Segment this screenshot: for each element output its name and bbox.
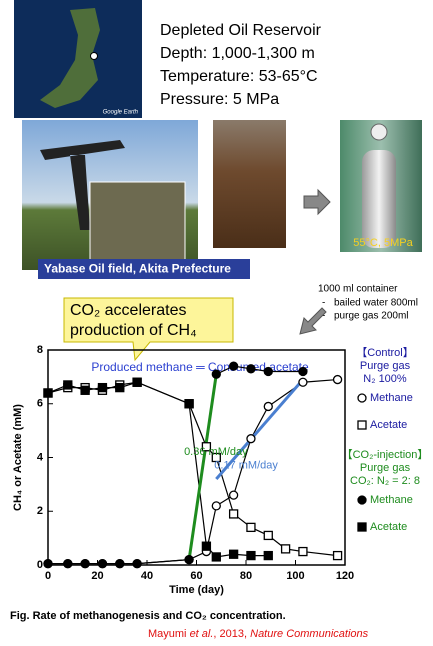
point bbox=[212, 370, 220, 378]
point bbox=[264, 368, 272, 376]
header-line: Temperature: 53-65°C bbox=[160, 68, 318, 85]
vessel-label: 55°C, 5MPa bbox=[353, 237, 413, 249]
point bbox=[116, 384, 124, 392]
citation: Mayumi et al., 2013, Nature Communicatio… bbox=[148, 628, 369, 640]
y-tick-label: 2 bbox=[37, 505, 43, 517]
rate-label: 0.17 mM/day bbox=[214, 459, 278, 471]
legend-group-title: 【Control】 bbox=[356, 346, 413, 359]
gauge bbox=[371, 124, 387, 140]
point bbox=[282, 545, 290, 553]
sample-photo bbox=[213, 120, 286, 248]
point bbox=[116, 560, 124, 568]
y-tick-label: 4 bbox=[37, 451, 44, 463]
page: Google Earth Depleted Oil Reservoir Depth… bbox=[0, 0, 433, 646]
point bbox=[264, 402, 272, 410]
container-item: purge gas 200ml bbox=[334, 311, 409, 322]
citation-part: , 2013, bbox=[213, 628, 250, 640]
point bbox=[247, 552, 255, 560]
point bbox=[247, 365, 255, 373]
x-tick-label: 20 bbox=[91, 570, 103, 582]
y-axis-label: CH₄ or Acetate (mM) bbox=[12, 404, 24, 511]
point bbox=[230, 550, 238, 558]
point bbox=[264, 531, 272, 539]
point bbox=[185, 400, 193, 408]
point bbox=[264, 552, 272, 560]
x-tick-label: 120 bbox=[336, 570, 354, 582]
figure-caption: Fig. Rate of methanogenesis and CO₂ conc… bbox=[10, 610, 286, 622]
x-tick-label: 100 bbox=[286, 570, 304, 582]
citation-part: Mayumi bbox=[148, 628, 190, 640]
x-tick-label: 0 bbox=[45, 570, 51, 582]
point bbox=[81, 560, 89, 568]
point bbox=[202, 542, 210, 550]
point bbox=[44, 389, 52, 397]
legend-group-line: Purge gas bbox=[360, 360, 411, 372]
point bbox=[98, 384, 106, 392]
legend-marker bbox=[358, 421, 366, 429]
vessel bbox=[362, 150, 396, 248]
point bbox=[98, 560, 106, 568]
legend-marker bbox=[358, 496, 366, 504]
x-tick-label: 60 bbox=[190, 570, 202, 582]
point bbox=[230, 510, 238, 518]
point bbox=[299, 378, 307, 386]
header-line: Depth: 1,000-1,300 m bbox=[160, 45, 315, 62]
header-line: Pressure: 5 MPa bbox=[160, 91, 279, 108]
point bbox=[230, 362, 238, 370]
legend-label: Methane bbox=[370, 392, 413, 404]
point bbox=[133, 560, 141, 568]
point bbox=[212, 553, 220, 561]
legend-marker bbox=[358, 523, 366, 531]
point bbox=[64, 381, 72, 389]
header-line: Depleted Oil Reservoir bbox=[160, 22, 322, 39]
point bbox=[133, 378, 141, 386]
arrow-right bbox=[304, 190, 330, 214]
y-tick-label: 6 bbox=[37, 398, 43, 410]
callout-line: production of CH₄ bbox=[70, 322, 197, 339]
legend-label: Methane bbox=[370, 494, 413, 506]
y-tick-label: 8 bbox=[37, 344, 43, 356]
x-tick-label: 40 bbox=[141, 570, 153, 582]
point bbox=[299, 548, 307, 556]
point bbox=[44, 560, 52, 568]
oilfield-inset bbox=[90, 182, 185, 268]
x-tick-label: 80 bbox=[240, 570, 252, 582]
legend-group-line: CO₂: N₂ = 2: 8 bbox=[350, 475, 420, 487]
point bbox=[64, 560, 72, 568]
container-title: 1000 ml container bbox=[318, 284, 398, 295]
legend-label: Acetate bbox=[370, 419, 407, 431]
map-pin bbox=[91, 53, 98, 60]
point bbox=[247, 523, 255, 531]
legend-group-title: 【CO₂-injection】 bbox=[342, 448, 429, 461]
photo-caption: Yabase Oil field, Akita Prefecture bbox=[44, 262, 231, 276]
legend-marker bbox=[358, 394, 366, 402]
bullet: - bbox=[322, 298, 325, 309]
map-credit: Google Earth bbox=[103, 110, 139, 116]
point bbox=[81, 386, 89, 394]
y-tick-label: 0 bbox=[37, 559, 43, 571]
legend-label: Acetate bbox=[370, 521, 407, 533]
legend-group-line: Purge gas bbox=[360, 462, 411, 474]
citation-part: Nature Communications bbox=[250, 628, 368, 640]
point bbox=[230, 491, 238, 499]
container-item: bailed water 800ml bbox=[334, 298, 418, 309]
callout-line: CO₂ accelerates bbox=[70, 302, 186, 319]
point bbox=[334, 552, 342, 560]
rate-label: 0.36 mM/day bbox=[184, 446, 248, 458]
point bbox=[299, 368, 307, 376]
point bbox=[247, 435, 255, 443]
point bbox=[334, 376, 342, 384]
x-axis-label: Time (day) bbox=[169, 584, 224, 596]
point bbox=[212, 502, 220, 510]
point bbox=[185, 556, 193, 564]
legend-group-line: N₂ 100% bbox=[363, 373, 407, 385]
citation-part: et al. bbox=[190, 628, 214, 640]
